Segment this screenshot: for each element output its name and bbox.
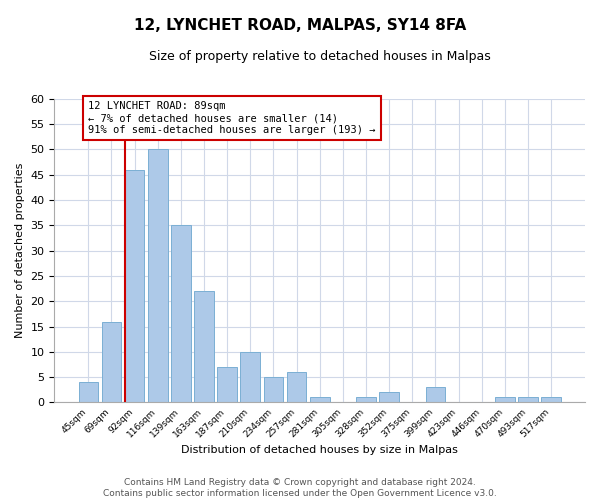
Text: 12, LYNCHET ROAD, MALPAS, SY14 8FA: 12, LYNCHET ROAD, MALPAS, SY14 8FA <box>134 18 466 32</box>
Bar <box>101 322 121 402</box>
Bar <box>263 377 283 402</box>
Bar <box>495 398 515 402</box>
Text: Contains HM Land Registry data © Crown copyright and database right 2024.
Contai: Contains HM Land Registry data © Crown c… <box>103 478 497 498</box>
Bar <box>518 398 538 402</box>
Bar <box>125 170 145 402</box>
Bar <box>171 226 191 402</box>
Bar <box>310 398 329 402</box>
Bar <box>148 150 167 402</box>
Bar <box>79 382 98 402</box>
Y-axis label: Number of detached properties: Number of detached properties <box>15 163 25 338</box>
Title: Size of property relative to detached houses in Malpas: Size of property relative to detached ho… <box>149 50 491 63</box>
Text: 12 LYNCHET ROAD: 89sqm
← 7% of detached houses are smaller (14)
91% of semi-deta: 12 LYNCHET ROAD: 89sqm ← 7% of detached … <box>88 102 376 134</box>
Bar <box>356 398 376 402</box>
Bar <box>194 291 214 403</box>
Bar <box>379 392 399 402</box>
X-axis label: Distribution of detached houses by size in Malpas: Distribution of detached houses by size … <box>181 445 458 455</box>
Bar <box>287 372 307 402</box>
Bar <box>241 352 260 403</box>
Bar <box>217 367 237 402</box>
Bar <box>541 398 561 402</box>
Bar <box>425 388 445 402</box>
